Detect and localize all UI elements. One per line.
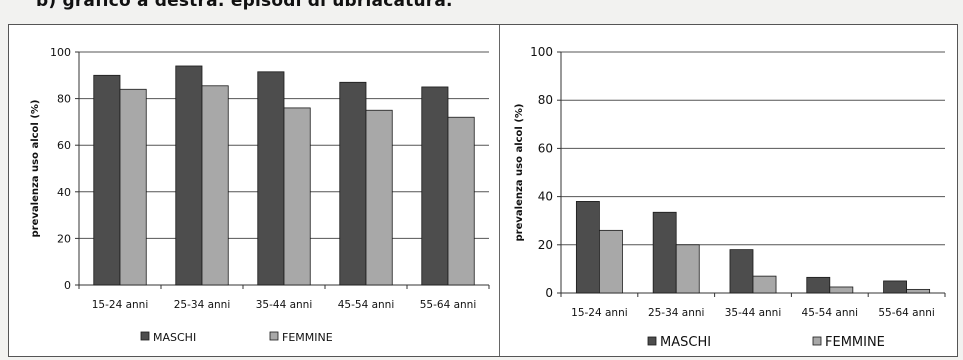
legend-swatch-maschi	[140, 331, 150, 341]
bar-femmine	[365, 109, 393, 286]
x-category-label: 15-24 anni	[92, 299, 149, 311]
bar-maschi	[729, 249, 754, 294]
y-tick-label: 80	[57, 93, 71, 106]
y-tick-label: 60	[57, 139, 71, 152]
y-tick-label: 60	[538, 141, 553, 155]
legend-swatch-femmine	[812, 336, 822, 346]
x-category-label: 25-34 anni	[648, 307, 705, 319]
legend-swatch-femmine	[269, 331, 279, 341]
bar-femmine	[829, 286, 854, 294]
y-tick-label: 0	[545, 286, 553, 300]
chart-divider	[499, 25, 500, 356]
bar-maschi	[652, 211, 677, 294]
x-category-label: 45-54 anni	[802, 307, 859, 319]
y-tick-label: 40	[57, 186, 71, 199]
y-tick-label: 0	[64, 279, 71, 292]
y-tick-label: 20	[538, 238, 553, 252]
bar-femmine	[447, 116, 475, 286]
x-category-label: 35-44 anni	[725, 307, 782, 319]
bar-maschi	[93, 74, 121, 286]
x-category-label: 55-64 anni	[420, 299, 477, 311]
y-tick-label: 20	[57, 232, 71, 245]
charts-frame: 0 20 40 60 80 100 15-24 anni 25-34 anni 35-44 an…	[8, 24, 958, 357]
bar-maschi	[806, 276, 831, 294]
legend-label-maschi: MASCHI	[153, 331, 196, 344]
bar-maschi	[339, 81, 367, 286]
bar-maschi	[175, 65, 203, 286]
section-heading: b) grafico a destra: episodi di ubriacat…	[36, 0, 453, 11]
x-category-label: 35-44 anni	[256, 299, 313, 311]
bar-femmine	[906, 288, 931, 294]
x-category-label: 15-24 anni	[571, 307, 628, 319]
bar-femmine	[119, 88, 147, 286]
y-tick-label: 80	[538, 93, 553, 107]
y-tick-label: 100	[50, 46, 71, 59]
y-tick-label: 100	[530, 45, 553, 59]
bar-maschi	[575, 201, 600, 294]
legend-swatch-maschi	[647, 336, 657, 346]
legend-label-femmine: FEMMINE	[825, 335, 885, 350]
x-category-label: 45-54 anni	[338, 299, 395, 311]
left-bar-chart: 0 20 40 60 80 100 15-24 anni 25-34 anni 35-44 an…	[30, 46, 490, 344]
y-tick-label: 40	[538, 190, 553, 204]
bar-maschi	[883, 280, 907, 294]
bar-femmine	[599, 229, 623, 294]
bar-femmine	[283, 107, 311, 286]
bar-femmine	[752, 275, 777, 294]
y-axis-label: prevalenza uso alcol (%)	[30, 100, 41, 238]
x-category-label: 25-34 anni	[174, 299, 231, 311]
legend-label-femmine: FEMMINE	[282, 331, 333, 344]
bar-femmine	[201, 85, 229, 286]
x-category-label: 55-64 anni	[878, 307, 935, 319]
bar-maschi	[257, 71, 285, 286]
y-axis-label: prevalenza uso alcol (%)	[514, 104, 525, 242]
bar-femmine	[675, 244, 700, 294]
legend-label-maschi: MASCHI	[660, 335, 711, 350]
bar-maschi	[421, 86, 449, 286]
right-bar-chart: 0 20 40 60 80 100 15-24 anni 25-34 anni 35-44 an…	[514, 45, 946, 350]
